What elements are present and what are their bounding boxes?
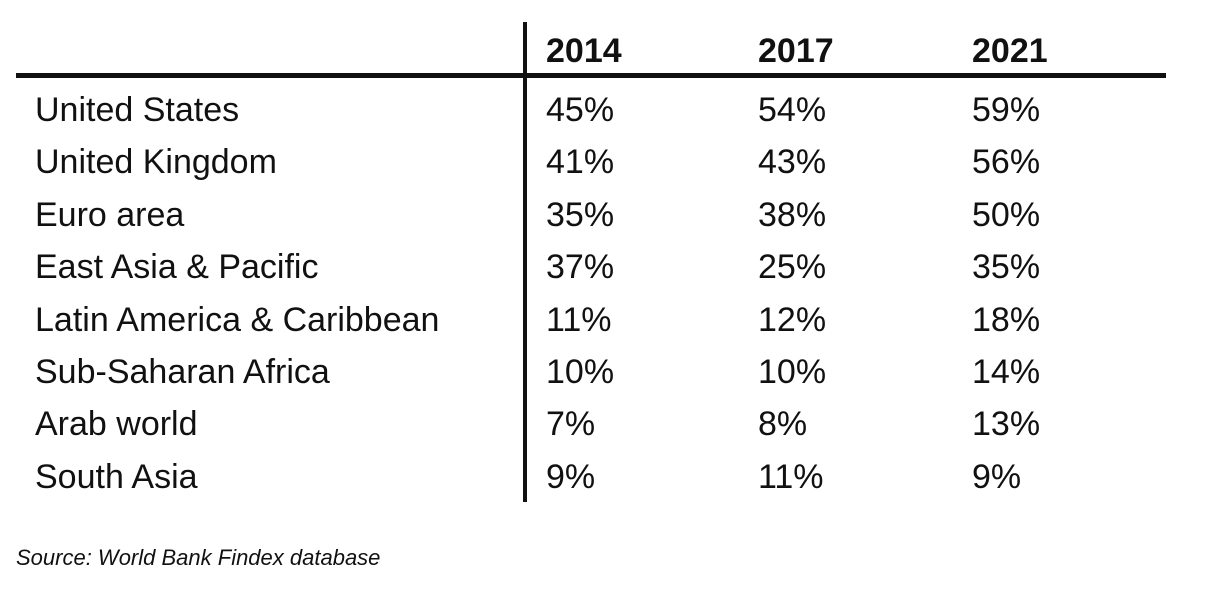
- column-header-2017: 2017: [758, 32, 834, 70]
- column-header-2021: 2021: [972, 32, 1048, 70]
- row-label: Latin America & Caribbean: [35, 301, 440, 339]
- row-label: South Asia: [35, 458, 198, 496]
- header-divider: [16, 73, 1166, 78]
- cell-2017: 10%: [758, 353, 827, 391]
- table-row: Sub-Saharan Africa 10% 10% 14%: [0, 346, 1208, 398]
- table-row: South Asia 9% 11% 9%: [0, 451, 1208, 503]
- cell-2017: 54%: [758, 91, 827, 129]
- cell-2017: 43%: [758, 143, 827, 181]
- row-label: East Asia & Pacific: [35, 248, 319, 286]
- cell-2014: 37%: [546, 248, 615, 286]
- row-label: Euro area: [35, 196, 185, 234]
- cell-2014: 11%: [546, 301, 612, 339]
- cell-2021: 9%: [972, 458, 1022, 496]
- cell-2017: 12%: [758, 301, 827, 339]
- cell-2021: 14%: [972, 353, 1041, 391]
- cell-2017: 8%: [758, 405, 808, 443]
- cell-2021: 56%: [972, 143, 1041, 181]
- table-row: Latin America & Caribbean 11% 12% 18%: [0, 294, 1208, 346]
- source-note: Source: World Bank Findex database: [16, 545, 381, 570]
- cell-2021: 18%: [972, 301, 1041, 339]
- table-row: United Kingdom 41% 43% 56%: [0, 136, 1208, 188]
- column-header-2014: 2014: [546, 32, 622, 70]
- cell-2017: 38%: [758, 196, 827, 234]
- cell-2017: 11%: [758, 458, 824, 496]
- column-divider: [523, 22, 527, 502]
- table-row: Euro area 35% 38% 50%: [0, 189, 1208, 241]
- cell-2014: 35%: [546, 196, 615, 234]
- cell-2014: 7%: [546, 405, 596, 443]
- cell-2017: 25%: [758, 248, 827, 286]
- row-label: United Kingdom: [35, 143, 277, 181]
- table-row: East Asia & Pacific 37% 25% 35%: [0, 241, 1208, 293]
- cell-2014: 9%: [546, 458, 596, 496]
- table-row: Arab world 7% 8% 13%: [0, 398, 1208, 450]
- data-table: 2014 2017 2021 United States 45% 54% 59%…: [0, 22, 1208, 503]
- row-label: Sub-Saharan Africa: [35, 353, 330, 391]
- table-row: United States 45% 54% 59%: [0, 84, 1208, 136]
- cell-2021: 13%: [972, 405, 1041, 443]
- cell-2021: 59%: [972, 91, 1041, 129]
- cell-2021: 35%: [972, 248, 1041, 286]
- cell-2014: 41%: [546, 143, 615, 181]
- cell-2014: 45%: [546, 91, 615, 129]
- row-label: United States: [35, 91, 240, 129]
- cell-2014: 10%: [546, 353, 615, 391]
- cell-2021: 50%: [972, 196, 1041, 234]
- row-label: Arab world: [35, 405, 198, 443]
